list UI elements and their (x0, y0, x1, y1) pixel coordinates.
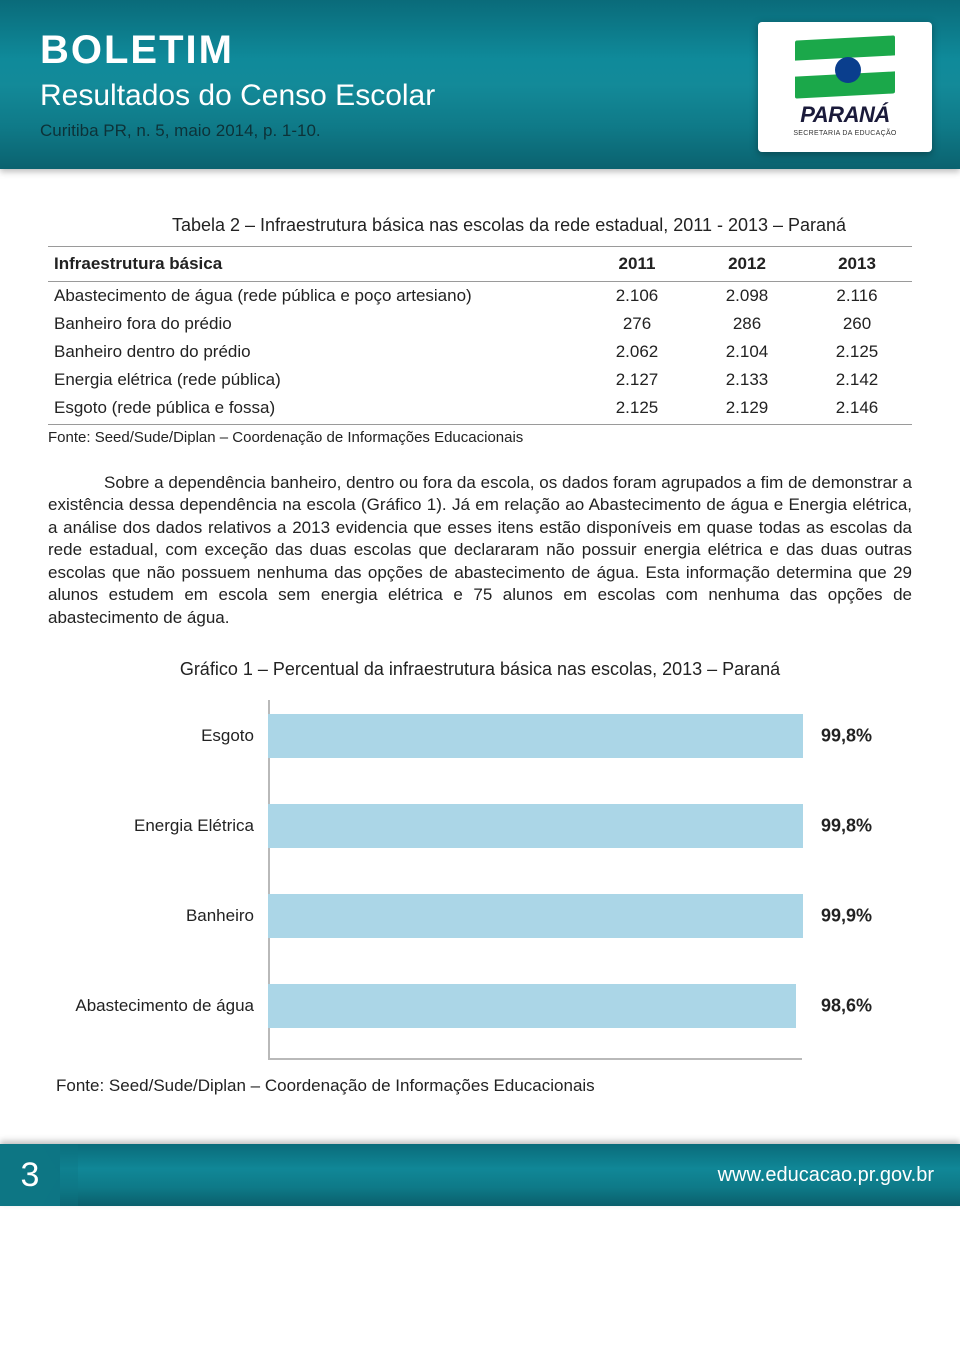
table-cell-value: 2.116 (802, 282, 912, 311)
body-paragraph: Sobre a dependência banheiro, dentro ou … (48, 472, 912, 629)
chart-category-label: Energia Elétrica (58, 816, 266, 836)
footer-url: www.educacao.pr.gov.br (718, 1164, 960, 1187)
table-cell-label: Energia elétrica (rede pública) (48, 366, 582, 394)
infrastructure-table: Infraestrutura básica 2011 2012 2013 Aba… (48, 246, 912, 425)
table-cell-value: 2.133 (692, 366, 802, 394)
table-cell-value: 2.098 (692, 282, 802, 311)
chart-row: Abastecimento de água 98,6% (58, 984, 902, 1028)
logo-text: PARANÁ (800, 102, 889, 128)
page-number: 3 (0, 1144, 60, 1206)
table-cell-value: 2.104 (692, 338, 802, 366)
table-cell-label: Banheiro dentro do prédio (48, 338, 582, 366)
table-cell-value: 2.146 (802, 394, 912, 425)
table-source: Fonte: Seed/Sude/Diplan – Coordenação de… (48, 429, 912, 446)
page-header: BOLETIM Resultados do Censo Escolar Curi… (0, 0, 960, 169)
table-cell-value: 2.125 (582, 394, 692, 425)
table-row: Esgoto (rede pública e fossa)2.1252.1292… (48, 394, 912, 425)
page-footer: 3 www.educacao.pr.gov.br (0, 1144, 960, 1206)
table-col-1: 2012 (692, 247, 802, 282)
table-cell-value: 286 (692, 310, 802, 338)
chart-value-label: 98,6% (821, 996, 872, 1017)
table-cell-value: 2.106 (582, 282, 692, 311)
table-cell-label: Esgoto (rede pública e fossa) (48, 394, 582, 425)
chart-category-label: Esgoto (58, 726, 266, 746)
table-col-0: 2011 (582, 247, 692, 282)
table-header-label: Infraestrutura básica (48, 247, 582, 282)
table-cell-value: 2.062 (582, 338, 692, 366)
infrastructure-chart: Esgoto 99,8% Energia Elétrica 99,8% Banheiro… (58, 700, 902, 1060)
chart-source: Fonte: Seed/Sude/Diplan – Coordenação de… (56, 1076, 912, 1096)
body-paragraph-text: Sobre a dependência banheiro, dentro ou … (48, 473, 912, 627)
parana-logo: PARANÁ SECRETARIA DA EDUCAÇÃO (758, 22, 932, 152)
chart-bar (268, 714, 803, 758)
chart-value-label: 99,8% (821, 726, 872, 747)
chart-row: Esgoto 99,8% (58, 714, 902, 758)
chart-bar-track (266, 714, 802, 758)
table-row: Energia elétrica (rede pública)2.1272.13… (48, 366, 912, 394)
table-cell-value: 2.129 (692, 394, 802, 425)
parana-flag-icon (795, 38, 895, 96)
chart-bar-track (266, 804, 802, 848)
chart-x-axis (268, 1058, 802, 1060)
chart-category-label: Banheiro (58, 906, 266, 926)
chart-bar-track (266, 984, 802, 1028)
chart-row: Energia Elétrica 99,8% (58, 804, 902, 848)
table-row: Banheiro dentro do prédio2.0622.1042.125 (48, 338, 912, 366)
chart-value-label: 99,8% (821, 816, 872, 837)
table-cell-label: Abastecimento de água (rede pública e po… (48, 282, 582, 311)
table-cell-label: Banheiro fora do prédio (48, 310, 582, 338)
chart-bar (268, 804, 803, 848)
chart-title: Gráfico 1 – Percentual da infraestrutura… (48, 659, 912, 680)
chart-row: Banheiro 99,9% (58, 894, 902, 938)
table-row: Banheiro fora do prédio276286260 (48, 310, 912, 338)
table-cell-value: 276 (582, 310, 692, 338)
logo-subtext: SECRETARIA DA EDUCAÇÃO (793, 130, 896, 137)
chart-bar (268, 984, 796, 1028)
table-cell-value: 2.125 (802, 338, 912, 366)
chart-bar-track (266, 894, 802, 938)
table-cell-value: 260 (802, 310, 912, 338)
page-body: Tabela 2 – Infraestrutura básica nas esc… (0, 169, 960, 1096)
table-row: Abastecimento de água (rede pública e po… (48, 282, 912, 311)
chart-value-label: 99,9% (821, 906, 872, 927)
table-cell-value: 2.127 (582, 366, 692, 394)
table-cell-value: 2.142 (802, 366, 912, 394)
chart-category-label: Abastecimento de água (58, 996, 266, 1016)
chart-bar (268, 894, 803, 938)
table-title: Tabela 2 – Infraestrutura básica nas esc… (106, 215, 912, 236)
table-col-2: 2013 (802, 247, 912, 282)
